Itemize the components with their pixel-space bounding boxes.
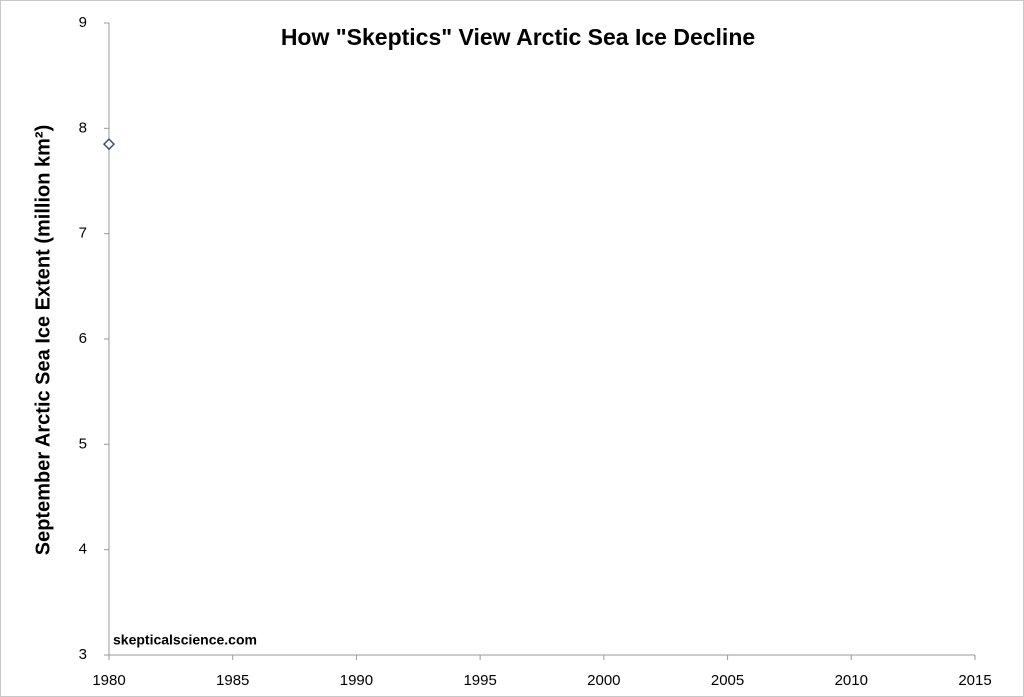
- x-tick-label: 2010: [835, 672, 868, 689]
- x-tick-label: 1980: [92, 672, 125, 689]
- y-tick-label: 8: [79, 119, 87, 136]
- x-tick-label: 1985: [216, 672, 249, 689]
- annotation: skepticalscience.com: [113, 632, 257, 648]
- y-tick-label: 7: [79, 225, 87, 242]
- data-point: [102, 138, 116, 151]
- x-tick-label: 2015: [958, 672, 991, 689]
- y-axis-label: September Arctic Sea Ice Extent (million…: [32, 125, 54, 556]
- x-tick-label: 1995: [463, 672, 496, 689]
- chart-title: How "Skeptics" View Arctic Sea Ice Decli…: [281, 24, 755, 50]
- x-tick-label: 1990: [340, 672, 373, 689]
- y-tick-label: 9: [79, 14, 87, 31]
- x-tick-label: 2000: [587, 672, 620, 689]
- y-tick-label: 5: [79, 435, 87, 452]
- y-tick-label: 4: [79, 541, 87, 558]
- y-tick-label: 6: [79, 330, 87, 347]
- x-tick-label: 2005: [711, 672, 744, 689]
- y-tick-label: 3: [79, 646, 87, 663]
